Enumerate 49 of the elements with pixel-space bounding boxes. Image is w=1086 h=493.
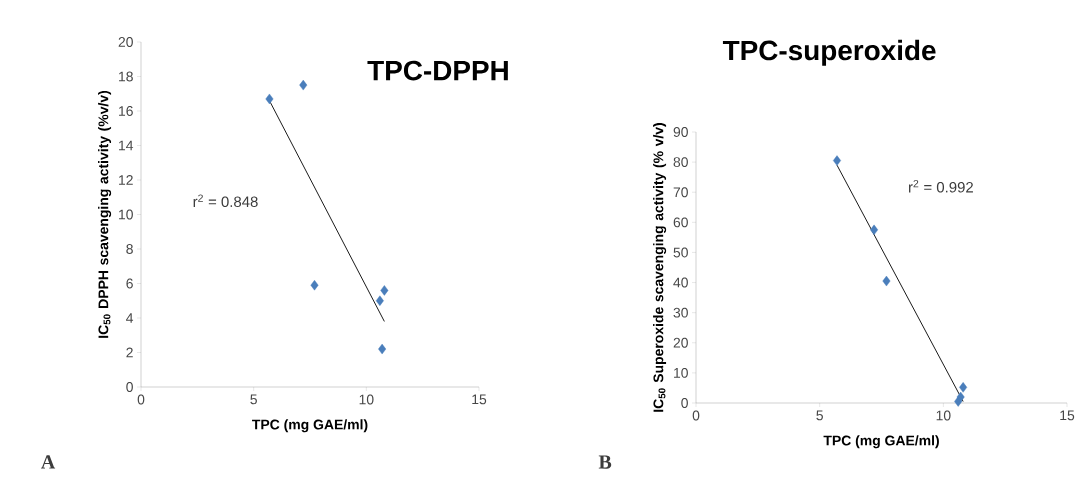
x-tick-label: 0 <box>137 394 145 405</box>
point <box>882 275 891 287</box>
point <box>833 155 841 166</box>
text: TPC-DPPH <box>367 60 508 81</box>
y-tick-label: 0 <box>126 382 133 392</box>
y-tick-label: 16 <box>119 106 133 116</box>
y-tick-label: 14 <box>119 140 134 151</box>
y-tick-label: 8 <box>126 244 133 254</box>
annotation: r$^{2}$ = 0.992 <box>909 179 973 193</box>
y-tick-label: 18 <box>119 71 133 82</box>
point <box>378 343 387 355</box>
text: A <box>41 455 56 469</box>
x-tick-label: 10 <box>359 394 374 405</box>
point <box>299 79 308 91</box>
point <box>375 295 384 306</box>
point <box>956 391 965 403</box>
x-tick-label: 5 <box>816 410 823 421</box>
x-tick-label: 15 <box>1060 410 1075 421</box>
y-axis-title: IC$_{50}$ Superoxide scavenging activity (% v/v) <box>653 123 667 412</box>
point <box>310 280 319 291</box>
y-tick-label: 12 <box>119 175 133 185</box>
x-axis-title: TPC (mg GAE/ml) <box>252 419 368 433</box>
point <box>959 382 968 393</box>
y-tick-label: 20 <box>118 37 133 47</box>
y-tick-label: 90 <box>673 127 688 137</box>
x-tick-label: 0 <box>692 410 700 421</box>
y-tick-label: 60 <box>673 217 688 228</box>
x-tick-label: 5 <box>250 394 257 405</box>
point <box>870 224 879 236</box>
chart-title: TPC-superoxide <box>722 39 936 66</box>
annotation: r$^{2}$ = 0.848 <box>193 194 258 208</box>
y-tick-label: 10 <box>119 209 133 220</box>
x-tick-label: 10 <box>936 410 951 421</box>
y-tick-label: 40 <box>673 277 688 288</box>
point <box>380 285 389 296</box>
x-tick-label: 15 <box>472 394 487 405</box>
y-tick-label: 80 <box>673 157 688 168</box>
x-axis-title: TPC (mg GAE/ml) <box>823 435 939 449</box>
y-tick-label: 4 <box>126 313 134 323</box>
text: B <box>598 455 612 469</box>
y-tick-label: 2 <box>126 347 133 358</box>
y-tick-label: 20 <box>673 337 688 348</box>
y-tick-label: 6 <box>126 278 133 289</box>
y-tick-label: 30 <box>673 307 688 318</box>
y-axis-title: IC$_{50}$ DPPH scavenging activity (%v/v) <box>98 90 112 338</box>
y-tick-label: 70 <box>673 187 688 198</box>
y-tick-label: 50 <box>673 247 688 258</box>
y-tick-label: 10 <box>674 367 688 378</box>
point <box>265 93 274 105</box>
